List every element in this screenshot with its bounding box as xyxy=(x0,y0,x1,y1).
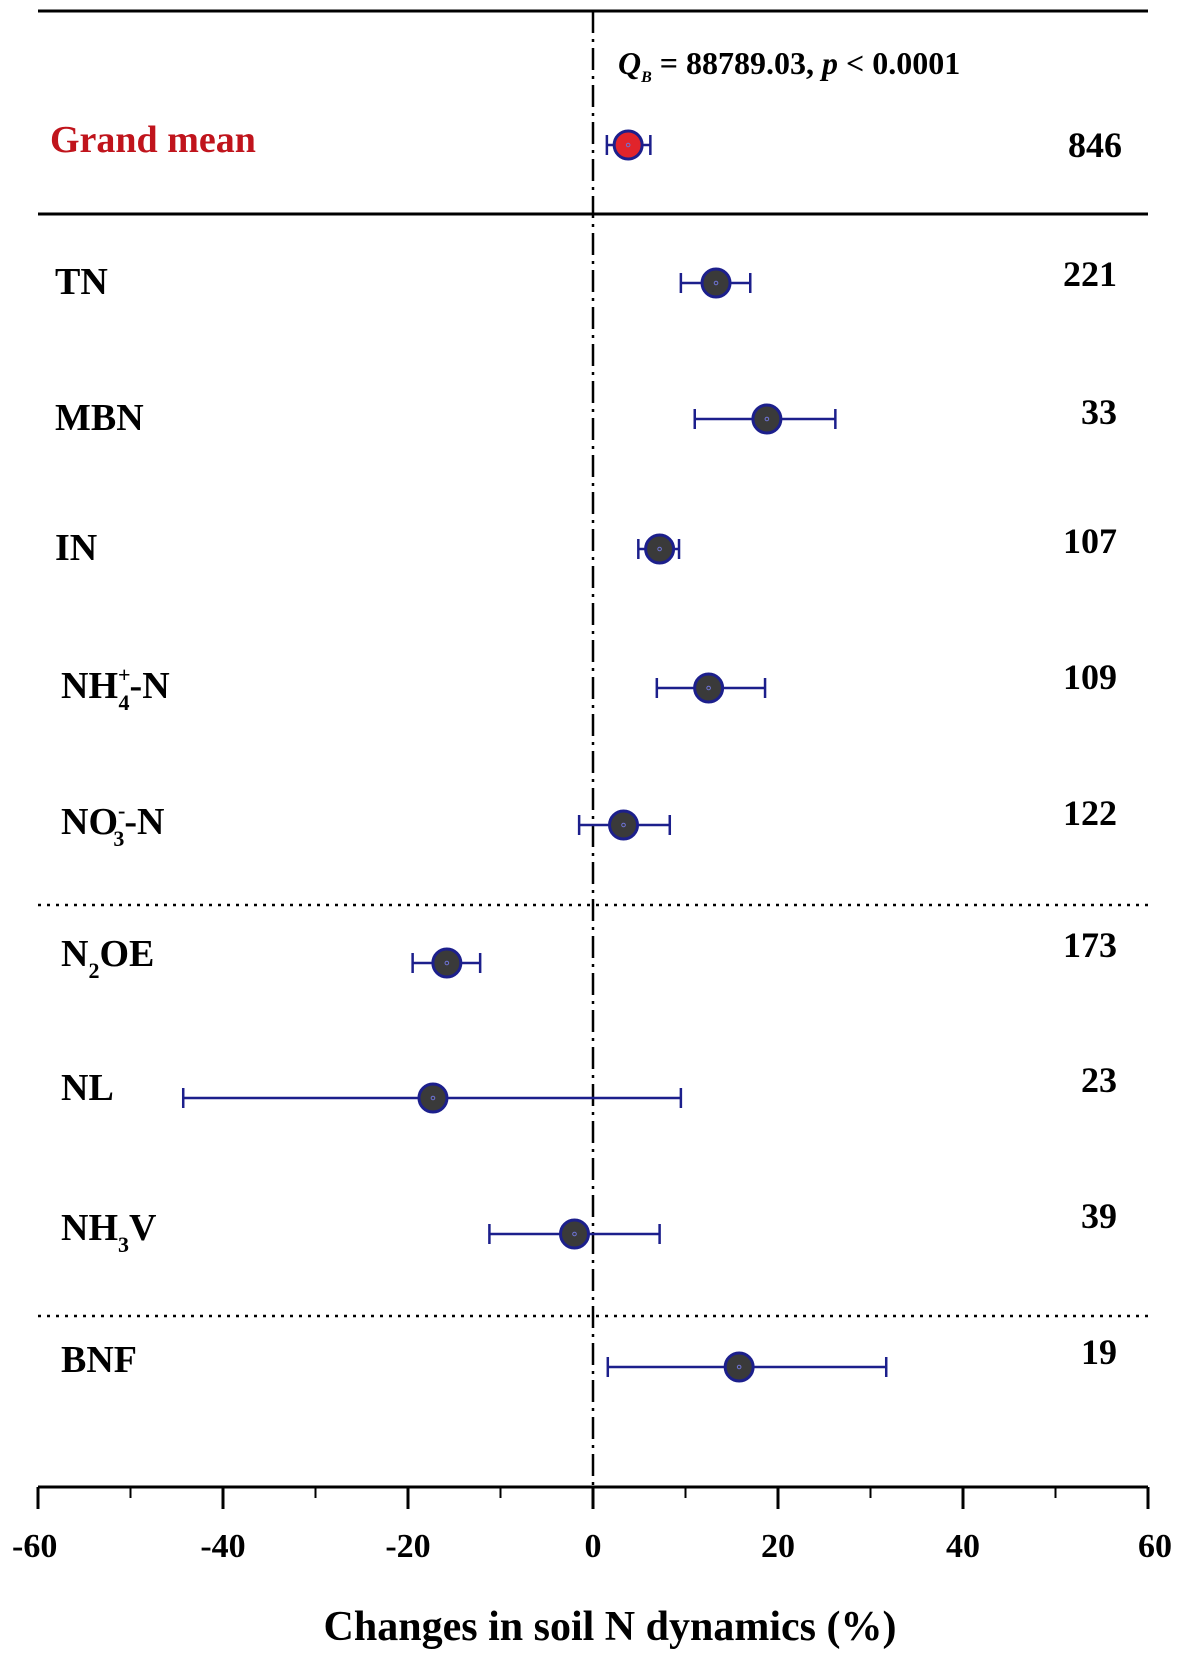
x-tick-label: -40 xyxy=(200,1528,245,1565)
x-tick-label: 0 xyxy=(585,1528,602,1565)
x-tick-label: 20 xyxy=(761,1528,795,1565)
grand-mean-center-dot xyxy=(625,142,631,148)
x-tick-label: 40 xyxy=(946,1528,980,1565)
row-in-count: 107 xyxy=(1063,521,1117,561)
row-nh3v-count: 39 xyxy=(1081,1196,1117,1236)
row-bnf-mean-point xyxy=(723,1351,755,1383)
plot-marks xyxy=(181,129,888,1383)
row-nh4n-center-dot xyxy=(706,685,711,691)
row-no3n-mean-point xyxy=(608,809,640,841)
row-tn-label: TN xyxy=(55,261,108,303)
grand-mean-label: Grand mean xyxy=(50,119,256,161)
row-tn-count: 221 xyxy=(1063,254,1117,294)
x-tick-label: -60 xyxy=(12,1528,57,1565)
sample-counts: 846 221 33 107 109 122 173 23 39 19 xyxy=(1063,125,1122,1372)
row-nh4n-label: NH+ 4-N xyxy=(61,662,170,715)
row-nh3v-center-dot xyxy=(572,1231,577,1237)
row-n2oe-mean-point xyxy=(431,947,463,979)
row-nh4n-count: 109 xyxy=(1063,657,1117,697)
row-in-center-dot xyxy=(657,546,662,552)
row-nh4n-mean-point xyxy=(693,672,725,704)
row-in-label: IN xyxy=(55,527,97,569)
row-n2oe-center-dot xyxy=(444,960,450,966)
row-no3n-label: NO-3-N xyxy=(61,798,164,851)
grand-mean-mean-point xyxy=(612,129,644,161)
x-tick-label: -20 xyxy=(385,1528,430,1565)
row-mbn-center-dot xyxy=(764,416,770,422)
row-mbn-label: MBN xyxy=(55,397,144,439)
row-n2oe-count: 173 xyxy=(1063,925,1117,965)
row-nh3v-label: NH3V xyxy=(61,1207,157,1257)
row-labels: TN MBN IN NH+ 4-N NO-3-N N2OE NL NH3V BNF xyxy=(55,261,170,1381)
row-bnf-label: BNF xyxy=(61,1339,137,1381)
heterogeneity-statistic: QB = 88789.03, p < 0.0001 xyxy=(618,45,960,86)
row-nl-mean-point xyxy=(417,1082,449,1114)
row-bnf-center-dot xyxy=(736,1364,742,1370)
row-tn-center-dot xyxy=(713,280,719,286)
x-tick-label: 60 xyxy=(1138,1528,1172,1565)
row-mbn-mean-point xyxy=(751,403,783,435)
row-no3n-center-dot xyxy=(621,822,626,828)
row-nl-label: NL xyxy=(61,1067,114,1109)
row-bnf-count: 19 xyxy=(1081,1332,1117,1372)
row-tn-mean-point xyxy=(700,267,732,299)
row-no3n-count: 122 xyxy=(1063,793,1117,833)
grand-mean-count: 846 xyxy=(1068,125,1122,165)
x-axis: -60 -40 -20 0 20 40 60 xyxy=(12,1487,1172,1565)
row-mbn-count: 33 xyxy=(1081,392,1117,432)
row-nl-center-dot xyxy=(430,1095,436,1101)
row-nl-count: 23 xyxy=(1081,1060,1117,1100)
row-n2oe-label: N2OE xyxy=(61,933,154,983)
row-in-mean-point xyxy=(644,533,676,565)
x-axis-title: Changes in soil N dynamics (%) xyxy=(324,1604,897,1650)
row-nh3v-mean-point xyxy=(559,1218,590,1250)
